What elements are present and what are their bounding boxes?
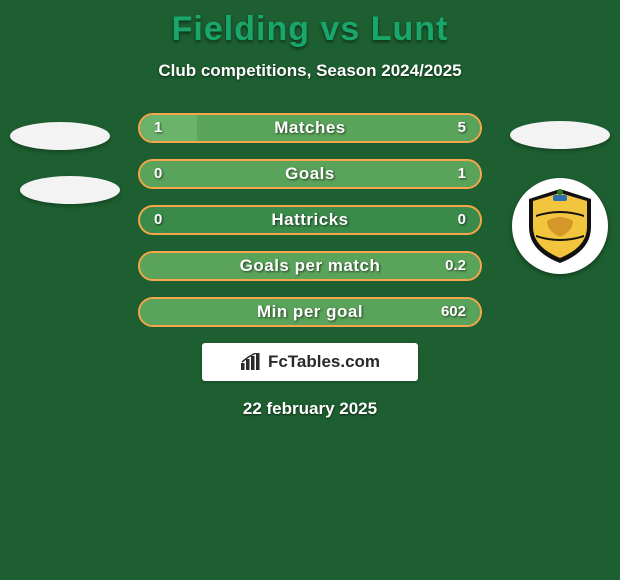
right-club-crest [512, 178, 608, 274]
bar-left-value: 0 [154, 161, 162, 187]
stat-bar: 0.2 Goals per match [138, 251, 482, 281]
snapshot-date: 22 february 2025 [0, 399, 620, 419]
bar-label: Hattricks [271, 210, 348, 229]
bar-label: Min per goal [257, 302, 363, 321]
right-player-avatar [510, 121, 610, 149]
bar-right-value: 0.2 [445, 253, 466, 279]
stat-bars: 1 5 Matches 0 1 Goals 0 0 Hattricks 0.2 Goals per … [138, 113, 482, 327]
left-player-avatar [10, 122, 110, 150]
subtitle: Club competitions, Season 2024/2025 [0, 61, 620, 81]
bar-label: Goals [285, 164, 335, 183]
bar-left-value: 0 [154, 207, 162, 233]
bar-right-value: 602 [441, 299, 466, 325]
left-club-badge [20, 176, 120, 204]
bar-right-value: 1 [458, 161, 466, 187]
bar-label: Goals per match [240, 256, 381, 275]
watermark-text: FcTables.com [268, 352, 380, 372]
bar-label: Matches [274, 118, 346, 137]
bar-right-value: 0 [458, 207, 466, 233]
stat-bar: 0 1 Goals [138, 159, 482, 189]
bar-right-value: 5 [458, 115, 466, 141]
stat-bar: 0 0 Hattricks [138, 205, 482, 235]
bar-chart-icon [240, 353, 262, 371]
watermark-badge: FcTables.com [202, 343, 418, 381]
bar-left-value: 1 [154, 115, 162, 141]
stat-bar: 1 5 Matches [138, 113, 482, 143]
comparison-card: Fielding vs Lunt Club competitions, Seas… [0, 0, 620, 580]
stat-bar: 602 Min per goal [138, 297, 482, 327]
bar-left-fill [140, 115, 197, 141]
shield-icon [525, 187, 595, 265]
page-title: Fielding vs Lunt [0, 0, 620, 49]
